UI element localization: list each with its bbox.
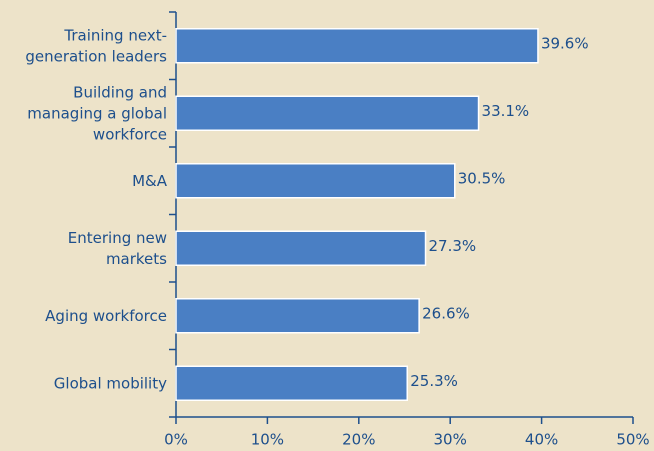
x-tick-label: 30% xyxy=(434,431,467,449)
category-label: M&A xyxy=(132,171,168,189)
value-label: 30.5% xyxy=(458,169,506,187)
category-label: Global mobility xyxy=(54,374,167,392)
x-tick-label: 40% xyxy=(525,431,558,449)
value-label: 27.3% xyxy=(429,237,477,255)
category-label: Aging workforce xyxy=(45,306,167,324)
value-label: 25.3% xyxy=(410,372,458,390)
category-label: Building and managing a global workforce xyxy=(27,83,167,143)
bar xyxy=(175,163,456,199)
x-tick-label: 20% xyxy=(342,431,375,449)
bar xyxy=(175,298,420,334)
category-label: Entering new markets xyxy=(68,228,167,267)
bar xyxy=(175,28,539,64)
bar xyxy=(175,365,408,401)
bar xyxy=(175,230,427,266)
category-label: Training next-generation leaders xyxy=(25,26,167,65)
x-tick-label: 50% xyxy=(616,431,649,449)
value-label: 33.1% xyxy=(482,102,530,120)
value-label: 39.6% xyxy=(541,34,589,52)
value-label: 26.6% xyxy=(422,304,470,322)
x-tick-label: 0% xyxy=(164,431,188,449)
x-tick-label: 10% xyxy=(251,431,284,449)
bar xyxy=(175,95,480,131)
